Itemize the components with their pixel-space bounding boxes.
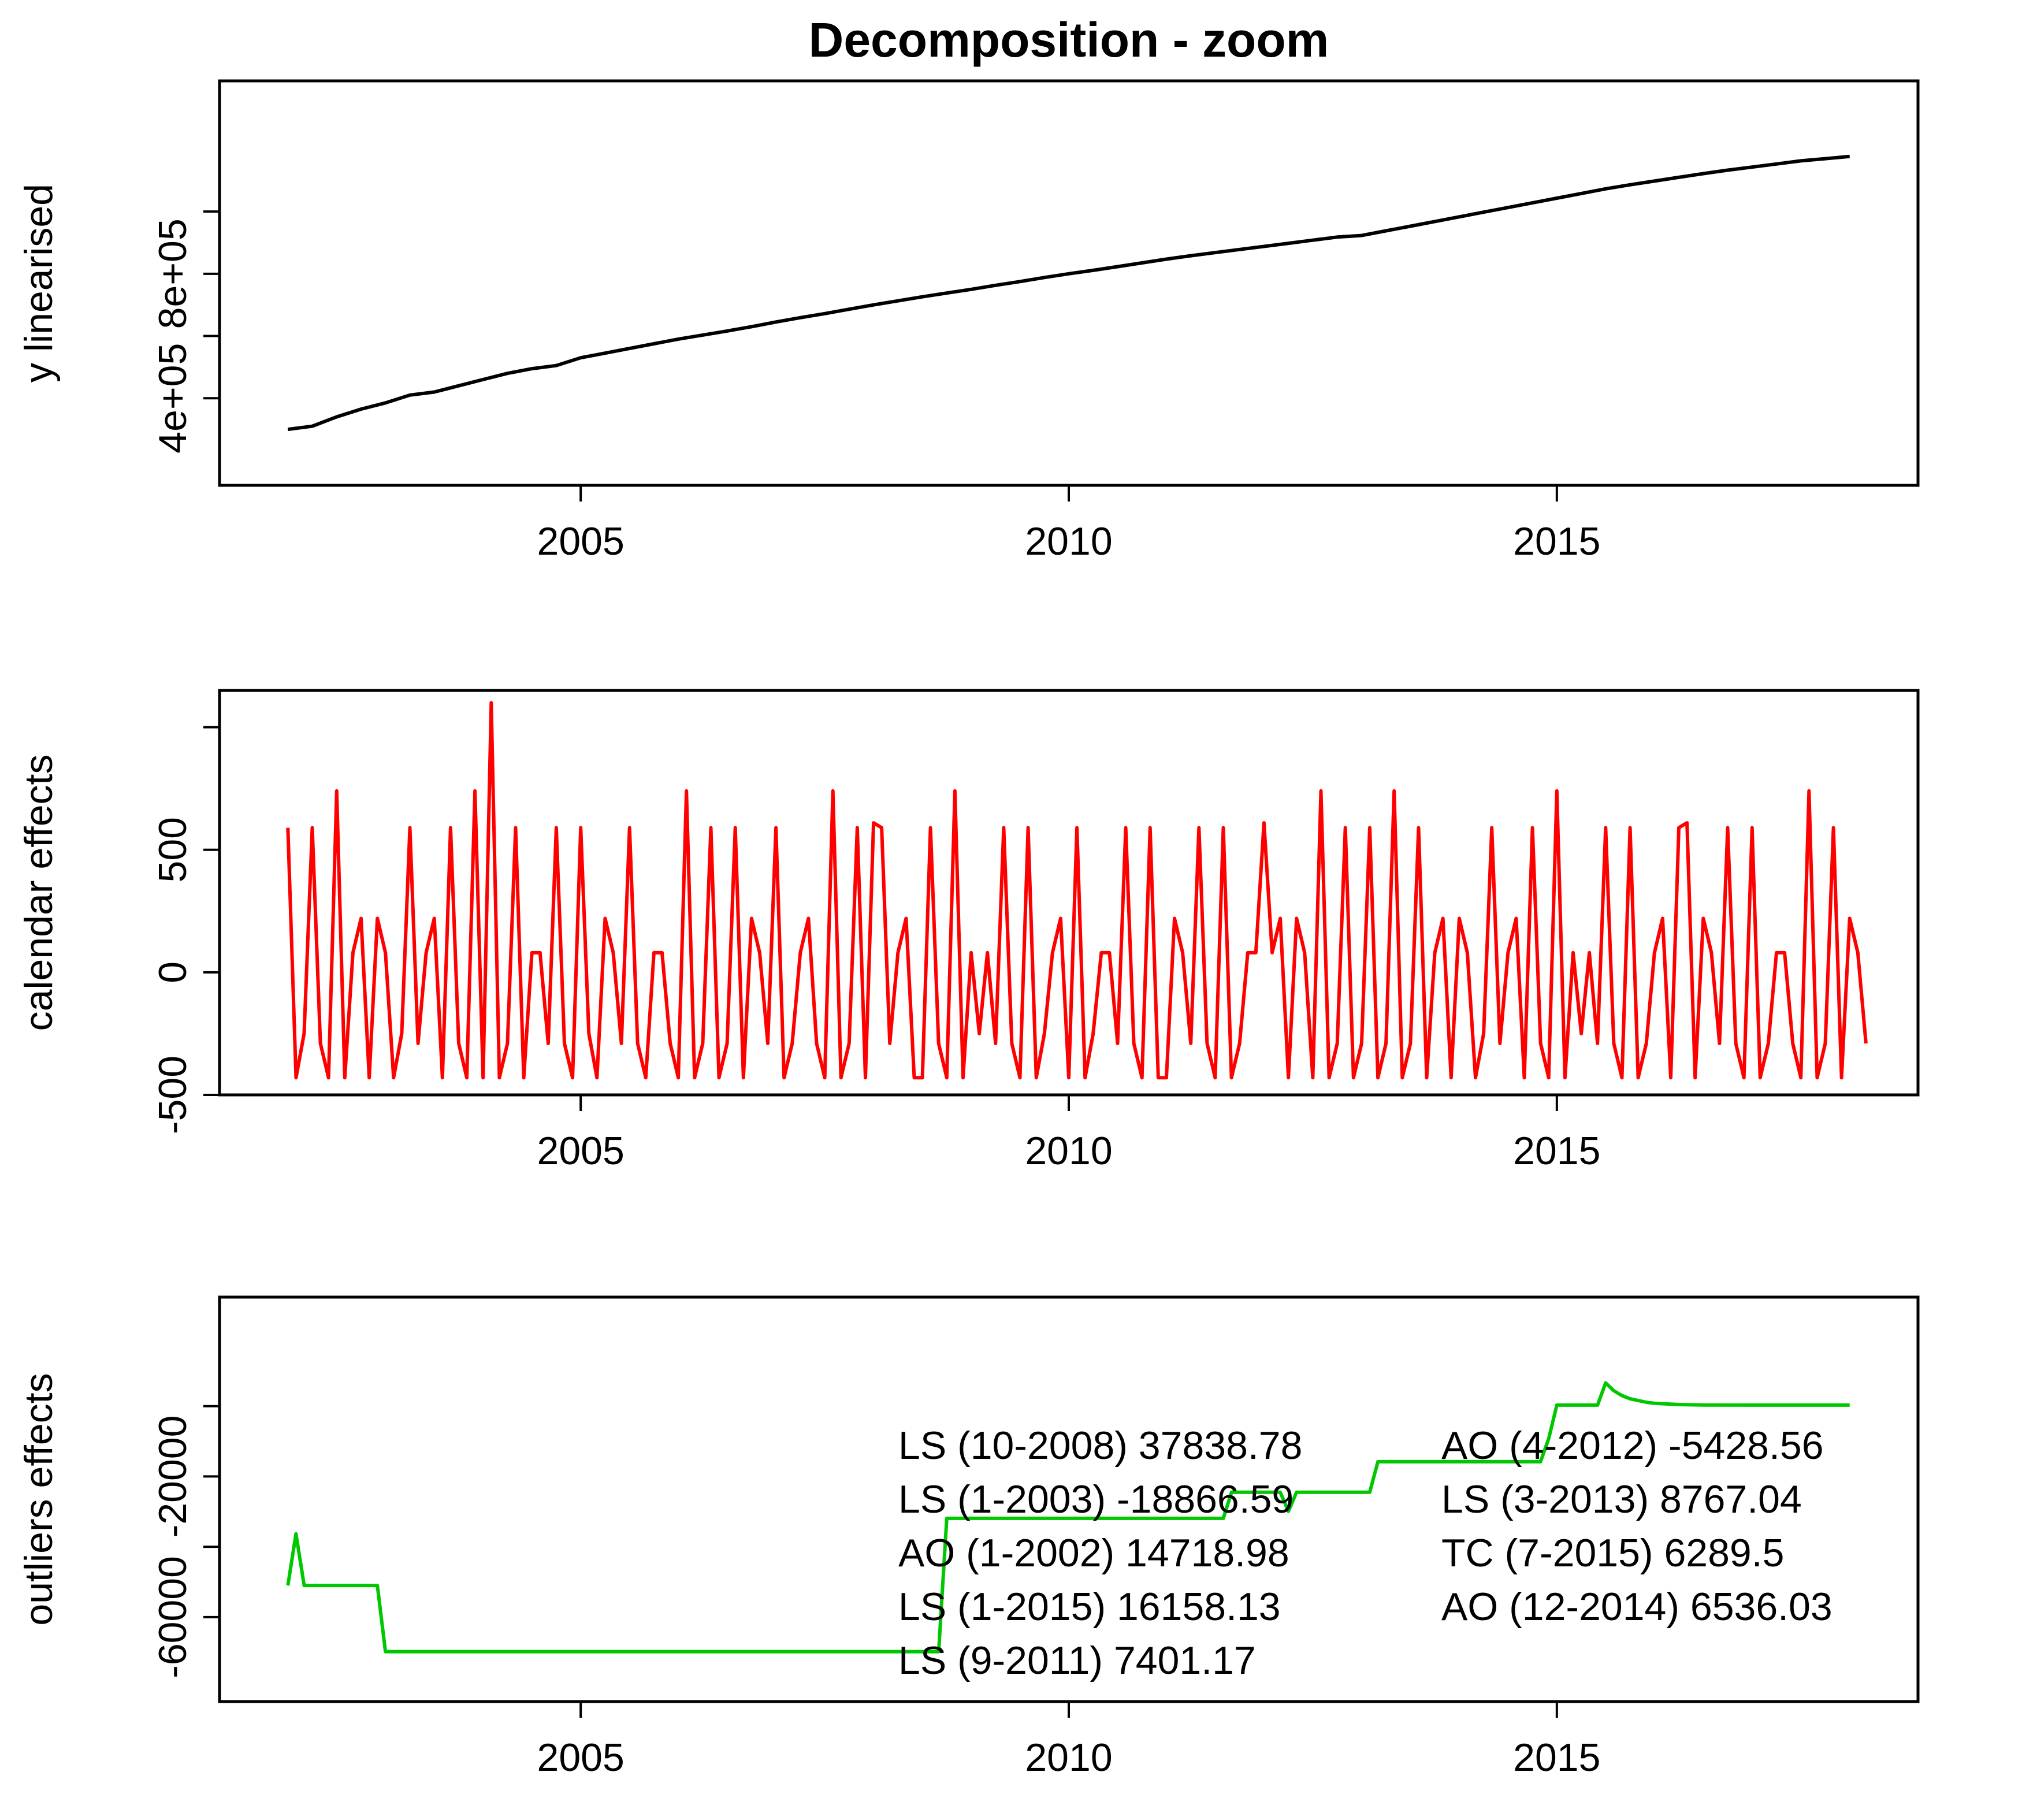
outlier-annotation: LS (1-2003) -18866.59 xyxy=(898,1477,1294,1521)
y-axis-label: calendar effects xyxy=(17,755,61,1031)
outlier-annotation: LS (10-2008) 37838.78 xyxy=(898,1424,1302,1468)
y-tick-label: 8e+05 xyxy=(151,218,195,329)
panel-outliers-effects: 2005 2010 2015 -60000 -20000 outliers effects… xyxy=(17,1295,1920,1780)
y-tick-label: -20000 xyxy=(151,1416,195,1538)
series-line xyxy=(287,154,1850,432)
x-tick-label: 2015 xyxy=(1513,519,1600,563)
outlier-annotation: LS (3-2013) 8767.04 xyxy=(1441,1477,1802,1521)
outlier-annotation: AO (4-2012) -5428.56 xyxy=(1441,1424,1824,1468)
outlier-annotation: TC (7-2015) 6289.5 xyxy=(1441,1531,1784,1575)
outlier-annotation: LS (9-2011) 7401.17 xyxy=(898,1639,1256,1682)
panel-y-linearised: 2005 2010 2015 4e+05 8e+05 y linearised xyxy=(17,79,1920,563)
outlier-annotation: LS (1-2015) 16158.13 xyxy=(898,1585,1281,1629)
y-tick-label: -60000 xyxy=(151,1556,195,1678)
x-tick-label: 2005 xyxy=(537,1129,625,1173)
panel-calendar-effects: 2005 2010 2015 -500 0 500 calendar effects xyxy=(17,689,1920,1173)
x-tick-label: 2010 xyxy=(1025,519,1112,563)
y-tick-label: -500 xyxy=(151,1056,195,1134)
plot-frame xyxy=(218,79,1920,487)
series-line xyxy=(286,1381,1850,1654)
outlier-annotation: AO (12-2014) 6536.03 xyxy=(1441,1585,1833,1629)
chart-title: Decomposition - zoom xyxy=(809,13,1329,67)
y-tick-label: 0 xyxy=(151,961,195,983)
x-tick-label: 2015 xyxy=(1513,1736,1600,1780)
outlier-annotation: AO (1-2002) 14718.98 xyxy=(898,1531,1289,1575)
x-tick-label: 2010 xyxy=(1025,1736,1112,1780)
x-tick-label: 2010 xyxy=(1025,1129,1112,1173)
y-axis-label: outliers effects xyxy=(17,1373,61,1625)
x-tick-label: 2015 xyxy=(1513,1129,1600,1173)
y-tick-label: 4e+05 xyxy=(151,343,195,454)
series-line xyxy=(286,701,1868,1080)
y-axis-label: y linearised xyxy=(17,184,61,382)
x-tick-label: 2005 xyxy=(537,1736,625,1780)
y-tick-label: 500 xyxy=(151,817,195,882)
x-tick-label: 2005 xyxy=(537,519,625,563)
